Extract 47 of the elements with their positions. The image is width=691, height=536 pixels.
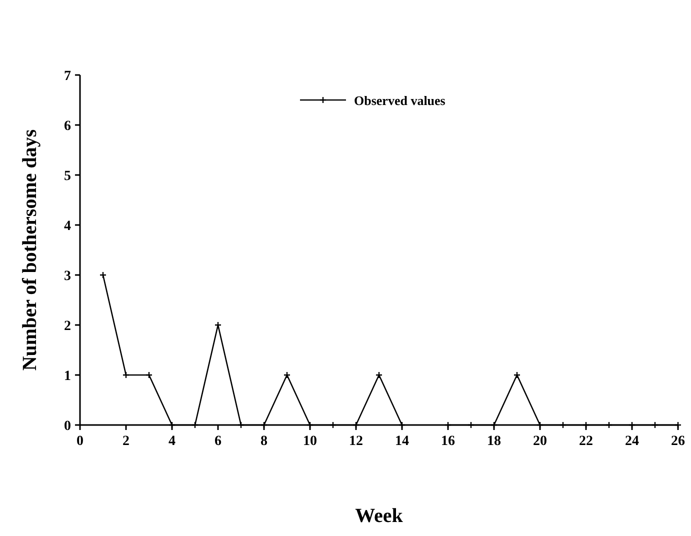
point [559, 421, 567, 429]
point [651, 421, 659, 429]
y-tick-label: 5 [64, 169, 71, 184]
legend-label: Observed values [354, 93, 446, 108]
x-tick-label: 6 [214, 434, 222, 449]
point [490, 421, 498, 429]
point [145, 371, 153, 379]
x-tick-label: 0 [76, 434, 84, 449]
point [260, 421, 268, 429]
point [536, 421, 544, 429]
y-tick-label: 7 [64, 69, 71, 84]
x-tick-label: 20 [533, 434, 547, 449]
x-tick-label: 18 [487, 434, 501, 449]
x-tick-label: 4 [168, 434, 176, 449]
y-tick-label: 2 [64, 319, 71, 334]
x-tick-label: 14 [395, 434, 409, 449]
x-tick-label: 10 [303, 434, 317, 449]
x-tick-label: 12 [349, 434, 363, 449]
point [237, 421, 245, 429]
y-tick-label: 1 [64, 369, 71, 384]
x-tick-label: 2 [122, 434, 130, 449]
point [283, 371, 291, 379]
point [444, 421, 452, 429]
point [306, 421, 314, 429]
y-tick-label: 4 [64, 219, 71, 234]
x-axis-title: Week [355, 505, 404, 527]
point [605, 421, 613, 429]
x-tick-label: 8 [260, 434, 268, 449]
point [352, 421, 360, 429]
point [168, 421, 176, 429]
y-axis-title: Number of bothersome days [19, 129, 41, 371]
y-tick-label: 3 [64, 269, 71, 284]
point [329, 421, 337, 429]
point [513, 371, 521, 379]
x-tick-label: 16 [441, 434, 455, 449]
point [122, 371, 130, 379]
y-tick-label: 6 [64, 119, 71, 134]
point [582, 421, 590, 429]
x-tick-label: 22 [579, 434, 593, 449]
point [628, 421, 636, 429]
y-tick-label: 0 [64, 419, 71, 434]
point [375, 371, 383, 379]
point [467, 421, 475, 429]
point [398, 421, 406, 429]
x-tick-label: 26 [671, 434, 685, 449]
x-tick-label: 24 [625, 434, 639, 449]
point [191, 421, 199, 429]
